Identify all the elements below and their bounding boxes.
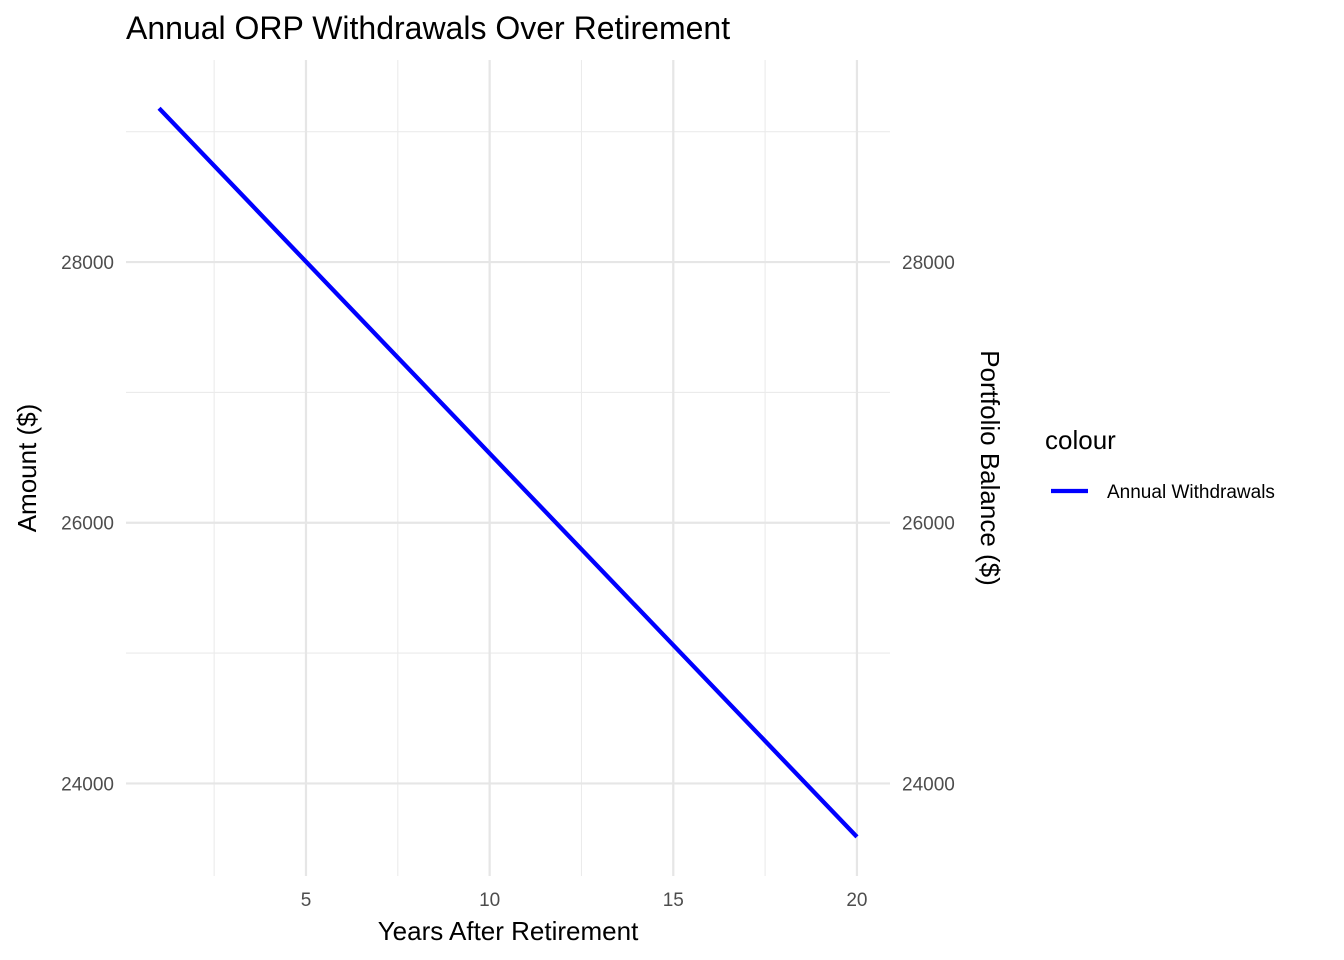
legend-title: colour (1045, 425, 1116, 455)
legend-label: Annual Withdrawals (1107, 482, 1275, 503)
x-tick-label: 15 (663, 890, 684, 911)
y2-tick-labels: 24000 26000 28000 (902, 253, 955, 795)
y2-tick-label: 24000 (902, 774, 955, 795)
y-tick-label: 24000 (61, 774, 114, 795)
legend-items: Annual Withdrawals (1051, 482, 1275, 503)
x-tick-label: 5 (301, 890, 312, 911)
y2-axis-title: Portfolio Balance ($) (975, 350, 1005, 586)
x-tick-label: 10 (479, 890, 500, 911)
series-layer (157, 106, 859, 839)
grid-minor (126, 60, 890, 876)
series-line (157, 106, 859, 839)
y2-tick-label: 28000 (902, 253, 955, 274)
chart-title: Annual ORP Withdrawals Over Retirement (126, 10, 730, 46)
legend: colour Annual Withdrawals (1045, 425, 1275, 503)
x-tick-label: 20 (846, 890, 867, 911)
y-tick-label: 26000 (61, 514, 114, 535)
grid-major (126, 60, 890, 876)
x-tick-labels: 5 10 15 20 (301, 890, 868, 911)
y-axis-title: Amount ($) (12, 404, 42, 533)
x-axis-title: Years After Retirement (378, 916, 639, 946)
y-tick-labels: 24000 26000 28000 (61, 253, 114, 795)
y2-tick-label: 26000 (902, 514, 955, 535)
y-tick-label: 28000 (61, 253, 114, 274)
